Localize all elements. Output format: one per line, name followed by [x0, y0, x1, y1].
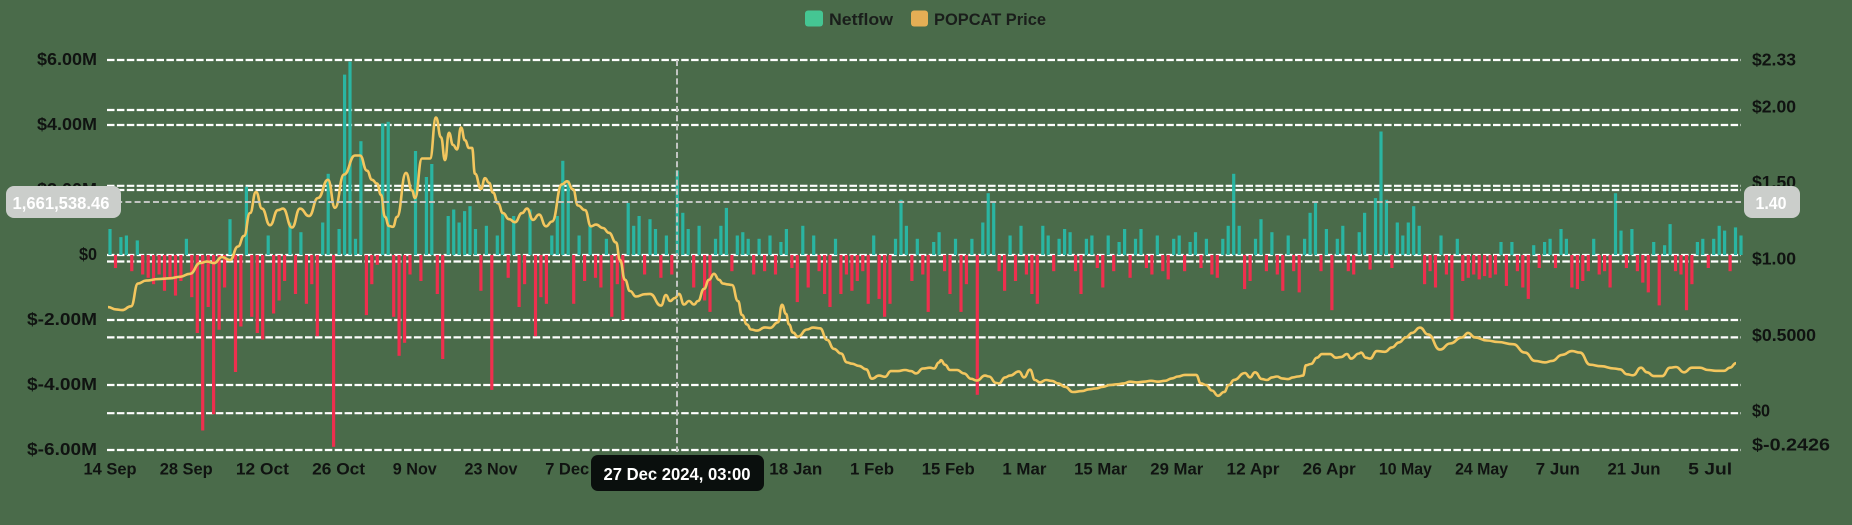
- svg-text:$2.33: $2.33: [1752, 50, 1796, 70]
- svg-text:$1.00: $1.00: [1752, 249, 1796, 269]
- svg-text:12 Oct: 12 Oct: [236, 460, 289, 479]
- svg-text:$2.00: $2.00: [1752, 97, 1796, 117]
- svg-text:$0.5000: $0.5000: [1752, 325, 1816, 345]
- svg-text:15 Mar: 15 Mar: [1074, 460, 1127, 479]
- svg-text:1,661,538.46: 1,661,538.46: [13, 193, 110, 213]
- svg-text:9 Nov: 9 Nov: [393, 460, 438, 479]
- svg-text:14 Sep: 14 Sep: [84, 460, 137, 479]
- svg-text:27 Dec 2024, 03:00: 27 Dec 2024, 03:00: [604, 464, 751, 484]
- svg-text:1.40: 1.40: [1756, 193, 1787, 213]
- svg-text:26 Oct: 26 Oct: [312, 460, 365, 479]
- svg-text:29 Mar: 29 Mar: [1150, 460, 1203, 479]
- svg-text:$0: $0: [79, 244, 97, 264]
- svg-text:18 Jan: 18 Jan: [769, 460, 822, 479]
- svg-text:$6.00M: $6.00M: [37, 49, 97, 69]
- svg-text:$-0.2426: $-0.2426: [1752, 435, 1830, 455]
- svg-text:$0: $0: [1752, 401, 1770, 421]
- svg-text:28 Sep: 28 Sep: [160, 460, 213, 479]
- svg-text:POPCAT Price: POPCAT Price: [934, 10, 1046, 29]
- svg-text:26 Apr: 26 Apr: [1303, 460, 1356, 479]
- svg-text:7 Dec: 7 Dec: [545, 460, 589, 479]
- svg-text:10 May: 10 May: [1379, 460, 1433, 479]
- svg-text:21 Jun: 21 Jun: [1608, 460, 1661, 479]
- svg-text:5 Jul: 5 Jul: [1688, 460, 1732, 479]
- svg-text:23 Nov: 23 Nov: [465, 460, 519, 479]
- svg-text:$-4.00M: $-4.00M: [27, 374, 97, 394]
- svg-text:Netflow: Netflow: [829, 10, 894, 29]
- svg-text:$-2.00M: $-2.00M: [27, 309, 97, 329]
- svg-text:1 Mar: 1 Mar: [1002, 460, 1046, 479]
- svg-text:1 Feb: 1 Feb: [850, 460, 894, 479]
- svg-text:$4.00M: $4.00M: [37, 114, 97, 134]
- svg-text:12 Apr: 12 Apr: [1227, 460, 1280, 479]
- svg-text:15 Feb: 15 Feb: [922, 460, 975, 479]
- svg-text:24 May: 24 May: [1455, 460, 1509, 479]
- svg-text:$-6.00M: $-6.00M: [27, 439, 97, 459]
- svg-text:7 Jun: 7 Jun: [1536, 460, 1580, 479]
